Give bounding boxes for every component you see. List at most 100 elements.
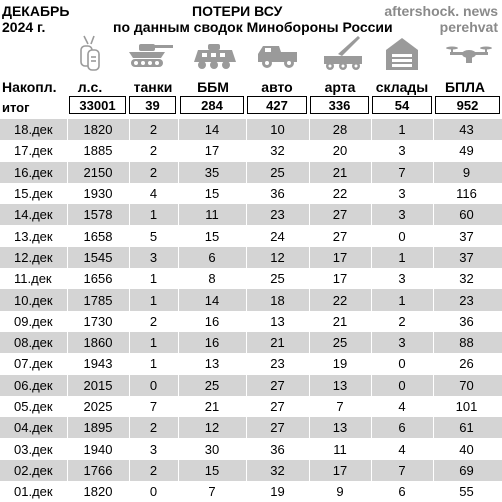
cell-bbm: 16 bbox=[204, 313, 220, 329]
cell-personnel: 1766 bbox=[83, 462, 113, 478]
jeep-icon bbox=[258, 46, 297, 68]
cell-depots: 3 bbox=[398, 186, 406, 202]
cell-personnel: 2150 bbox=[83, 164, 113, 180]
cell-auto: 18 bbox=[270, 292, 285, 308]
cell-personnel: 1860 bbox=[83, 335, 113, 351]
table-row: 11.дек 1656 1 8 25 17 3 32 bbox=[0, 268, 502, 290]
cell-drones: 60 bbox=[459, 207, 474, 223]
column-header-depots: склады bbox=[375, 79, 429, 95]
cell-auto: 25 bbox=[270, 271, 285, 287]
cell-bbm: 21 bbox=[204, 399, 220, 415]
table-row: 08.дек 1860 1 16 21 25 3 88 bbox=[0, 332, 502, 354]
table-row: 16.дек 2150 2 35 25 21 7 9 bbox=[0, 161, 502, 183]
cell-personnel: 1940 bbox=[83, 441, 113, 457]
cell-depots: 3 bbox=[398, 271, 406, 287]
cell-bbm: 35 bbox=[204, 164, 220, 180]
table-row: 06.дек 2015 0 25 27 13 0 70 bbox=[0, 374, 502, 396]
cell-personnel: 1943 bbox=[83, 356, 113, 372]
icon-row bbox=[0, 34, 502, 78]
cell-drones: 37 bbox=[459, 228, 474, 244]
cell-drones: 70 bbox=[459, 377, 474, 393]
total-depots: 54 bbox=[372, 96, 432, 114]
cell-bbm: 17 bbox=[204, 143, 220, 159]
cell-auto: 10 bbox=[270, 122, 285, 138]
cell-depots: 3 bbox=[398, 335, 406, 351]
column-divider bbox=[129, 119, 130, 502]
cell-personnel: 1785 bbox=[83, 292, 113, 308]
cell-drones: 116 bbox=[456, 186, 477, 202]
cell-auto: 13 bbox=[270, 313, 285, 329]
cell-depots: 0 bbox=[398, 377, 406, 393]
cell-drones: 55 bbox=[459, 484, 474, 500]
totals-label: итог bbox=[2, 100, 30, 115]
cell-bbm: 11 bbox=[205, 207, 219, 223]
column-header-auto: авто bbox=[261, 79, 293, 95]
cell-drones: 69 bbox=[459, 462, 474, 478]
cell-personnel: 1820 bbox=[83, 122, 113, 138]
cell-auto: 32 bbox=[270, 462, 285, 478]
cell-auto: 23 bbox=[270, 207, 285, 223]
cell-bbm: 7 bbox=[208, 484, 216, 500]
cell-tanks: 1 bbox=[149, 292, 158, 308]
cell-auto: 23 bbox=[270, 356, 285, 372]
cell-tanks: 1 bbox=[149, 335, 158, 351]
drone-icon bbox=[446, 46, 492, 63]
column-header-artillery: арта bbox=[324, 79, 356, 95]
cell-auto: 21 bbox=[270, 335, 285, 351]
total-tanks: 39 bbox=[129, 96, 176, 114]
row-date: 07.дек bbox=[14, 356, 53, 372]
cell-bbm: 25 bbox=[204, 377, 220, 393]
total-artillery: 336 bbox=[310, 96, 369, 114]
cell-artillery: 9 bbox=[336, 484, 344, 500]
cell-tanks: 1 bbox=[149, 271, 158, 287]
artillery-icon bbox=[324, 36, 362, 70]
cell-drones: 23 bbox=[459, 292, 474, 308]
cell-tanks: 3 bbox=[149, 441, 158, 457]
column-divider bbox=[309, 119, 310, 502]
cell-artillery: 7 bbox=[336, 399, 344, 415]
cell-bbm: 6 bbox=[208, 249, 216, 265]
cell-bbm: 15 bbox=[204, 228, 220, 244]
warehouse-icon bbox=[386, 38, 418, 70]
cell-artillery: 17 bbox=[332, 462, 348, 478]
table-row: 03.дек 1940 3 30 36 11 4 40 bbox=[0, 438, 502, 460]
table-row: 17.дек 1885 2 17 32 20 3 49 bbox=[0, 140, 502, 162]
table-row: 18.дек 1820 2 14 10 28 1 43 bbox=[0, 119, 502, 141]
year-label: 2024 г. bbox=[2, 19, 46, 35]
cell-depots: 6 bbox=[398, 420, 406, 436]
cell-drones: 26 bbox=[459, 356, 474, 372]
row-date: 14.дек bbox=[14, 207, 53, 223]
row-date: 15.дек bbox=[14, 186, 53, 202]
cell-bbm: 14 bbox=[204, 292, 220, 308]
row-date: 02.дек bbox=[14, 462, 53, 478]
cell-depots: 7 bbox=[398, 164, 406, 180]
cell-drones: 88 bbox=[459, 335, 474, 351]
cell-drones: 37 bbox=[459, 249, 474, 265]
cell-depots: 1 bbox=[398, 122, 406, 138]
cell-artillery: 11 bbox=[333, 441, 347, 457]
cell-tanks: 0 bbox=[149, 484, 158, 500]
table-row: 07.дек 1943 1 13 23 19 0 26 bbox=[0, 353, 502, 375]
cell-drones: 43 bbox=[459, 122, 474, 138]
row-date: 17.дек bbox=[14, 143, 53, 159]
header: ДЕКАБРЬ 2024 г. ПОТЕРИ ВСУ по данным сво… bbox=[0, 0, 502, 76]
cell-depots: 4 bbox=[398, 441, 406, 457]
cell-personnel: 1820 bbox=[83, 484, 113, 500]
cell-artillery: 22 bbox=[332, 292, 348, 308]
tank-icon bbox=[129, 44, 173, 67]
cell-artillery: 21 bbox=[332, 164, 348, 180]
cell-auto: 12 bbox=[270, 249, 285, 265]
cell-tanks: 2 bbox=[149, 420, 158, 436]
cell-artillery: 13 bbox=[332, 377, 348, 393]
cell-personnel: 1578 bbox=[83, 207, 113, 223]
cell-tanks: 7 bbox=[149, 399, 158, 415]
table-row: 04.дек 1895 2 12 27 13 6 61 bbox=[0, 417, 502, 439]
page-subtitle: по данным сводок Минобороны России bbox=[113, 19, 393, 35]
row-date: 03.дек bbox=[14, 441, 53, 457]
cell-tanks: 4 bbox=[149, 186, 158, 202]
column-divider bbox=[67, 119, 68, 502]
table-row: 13.дек 1658 5 15 24 27 0 37 bbox=[0, 225, 502, 247]
total-personnel: 33001 bbox=[69, 96, 126, 114]
cell-personnel: 1658 bbox=[83, 228, 113, 244]
cell-artillery: 17 bbox=[332, 271, 348, 287]
